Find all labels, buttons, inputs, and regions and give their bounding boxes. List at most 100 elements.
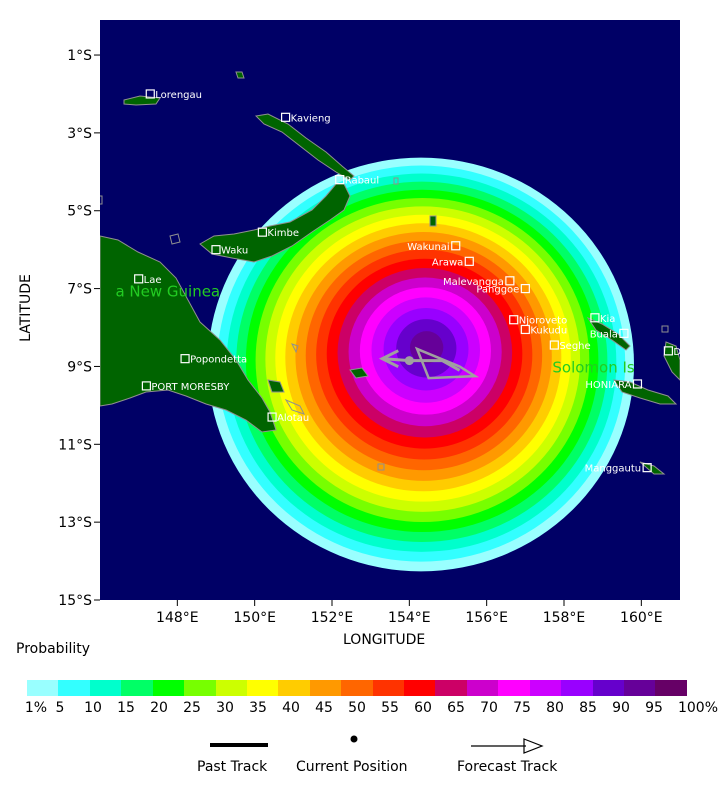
place-marker xyxy=(141,381,151,391)
scale-label: 5 xyxy=(55,700,65,716)
place-marker xyxy=(335,174,345,185)
scale-label: 100% xyxy=(677,700,719,716)
scale-swatch xyxy=(435,680,467,696)
place-label: Panggoe xyxy=(476,285,519,296)
x-axis-ticks: 148°E 150°E 152°E 154°E 156°E 158°E 160°E xyxy=(156,600,663,626)
place-marker xyxy=(281,112,291,122)
place-marker xyxy=(520,324,530,335)
scale-label: 35 xyxy=(249,700,267,716)
track-legend xyxy=(210,735,544,754)
probability-rings xyxy=(207,157,635,572)
place-marker xyxy=(211,245,221,255)
place-marker xyxy=(451,241,461,251)
place-label: Njoroveto xyxy=(519,316,568,327)
small-island xyxy=(661,325,669,333)
place-marker xyxy=(619,328,629,338)
place-marker xyxy=(632,379,643,389)
place-label: Wakunai xyxy=(407,242,449,253)
probability-scale-labels: 1% 5 10 15 20 25 30 35 40 45 50 55 60 65 70 75 80 85 90 95 1… xyxy=(0,700,720,720)
scale-swatch xyxy=(529,680,562,696)
scale-label: 20 xyxy=(150,700,168,716)
place-marker xyxy=(642,463,652,473)
mussau-island xyxy=(235,71,245,79)
small-island xyxy=(377,463,385,471)
land-masses xyxy=(100,71,680,475)
place-marker xyxy=(257,227,267,237)
scale-label: 30 xyxy=(216,700,234,716)
place-marker xyxy=(505,276,515,286)
y-tick-label: 13°S xyxy=(58,515,92,531)
y-tick-label: 1°S xyxy=(67,48,92,64)
place-marker xyxy=(180,354,190,364)
scale-swatch xyxy=(466,680,499,696)
place-label: Lae xyxy=(144,275,162,286)
scale-swatch xyxy=(341,680,373,696)
place-label: Kukudu xyxy=(530,325,567,336)
makira xyxy=(639,461,666,475)
y-tick-label: 9°S xyxy=(67,359,92,375)
scale-swatch xyxy=(624,680,656,696)
forecast-track-loop xyxy=(414,346,480,380)
place-label: PORT MORESBY xyxy=(151,382,230,393)
scale-swatch xyxy=(89,680,122,696)
new-ireland xyxy=(254,113,355,181)
scale-swatch xyxy=(655,680,687,696)
place-marker xyxy=(663,346,674,356)
place-label: Malevangga xyxy=(443,277,504,288)
probability-map: Lorengau Kavieng Rabaul Kimbe Waku Lae Poponde… xyxy=(58,20,696,626)
small-island xyxy=(169,233,181,245)
place-marker xyxy=(549,340,559,350)
place-label: Kia xyxy=(600,314,615,325)
scale-swatch xyxy=(27,680,59,696)
small-island xyxy=(393,177,399,185)
place-label: HONIARA xyxy=(585,380,631,391)
scale-swatch xyxy=(592,680,625,696)
current-position-label: Current Position xyxy=(296,759,408,775)
place-label: Dala xyxy=(673,347,696,358)
region-labels: a New Guinea Solomon Is xyxy=(115,282,634,376)
place-label: Lorengau xyxy=(155,90,202,101)
scale-label: 50 xyxy=(348,700,366,716)
place-marker xyxy=(520,283,530,294)
place-marker xyxy=(134,274,144,284)
scale-label: 70 xyxy=(480,700,498,716)
x-tick-label: 160°E xyxy=(620,610,663,626)
probability-title: Probability xyxy=(16,641,91,657)
new-britain xyxy=(199,183,351,263)
x-tick-label: 148°E xyxy=(156,610,199,626)
scale-swatch xyxy=(404,680,436,696)
y-tick-label: 11°S xyxy=(58,437,92,453)
scale-swatch xyxy=(246,680,279,696)
scale-label: 75 xyxy=(513,700,531,716)
place-label: Manggautu xyxy=(585,464,642,475)
place-label: Popondetta xyxy=(190,355,247,366)
x-tick-label: 156°E xyxy=(465,610,508,626)
current-position-symbol xyxy=(350,735,358,743)
scale-swatch xyxy=(121,680,153,696)
x-tick-label: 152°E xyxy=(311,610,354,626)
place-label: Kimbe xyxy=(267,228,299,239)
place-marker xyxy=(590,313,600,323)
scale-swatch xyxy=(215,680,247,696)
y-tick-label: 3°S xyxy=(67,126,92,142)
scale-label: 95 xyxy=(645,700,663,716)
scale-swatch xyxy=(561,680,593,696)
place-marker xyxy=(267,412,277,422)
scale-label: 80 xyxy=(546,700,564,716)
place-label: Rabaul xyxy=(345,176,379,187)
guadalcanal xyxy=(612,379,678,405)
region-label: a New Guinea xyxy=(115,282,220,300)
place-markers: Lorengau Kavieng Rabaul Kimbe Waku Lae Poponde… xyxy=(134,89,696,475)
scale-swatch xyxy=(278,680,310,696)
place-marker xyxy=(509,315,519,325)
scale-label: 1% xyxy=(24,700,48,716)
scale-label: 55 xyxy=(381,700,399,716)
scale-label: 65 xyxy=(447,700,465,716)
place-label: Alotau xyxy=(277,413,309,424)
woodlark-island xyxy=(349,367,369,379)
scale-swatch xyxy=(152,680,185,696)
x-tick-label: 154°E xyxy=(388,610,431,626)
past-track-label: Past Track xyxy=(197,759,268,775)
small-island xyxy=(284,398,305,415)
place-marker xyxy=(145,89,155,99)
